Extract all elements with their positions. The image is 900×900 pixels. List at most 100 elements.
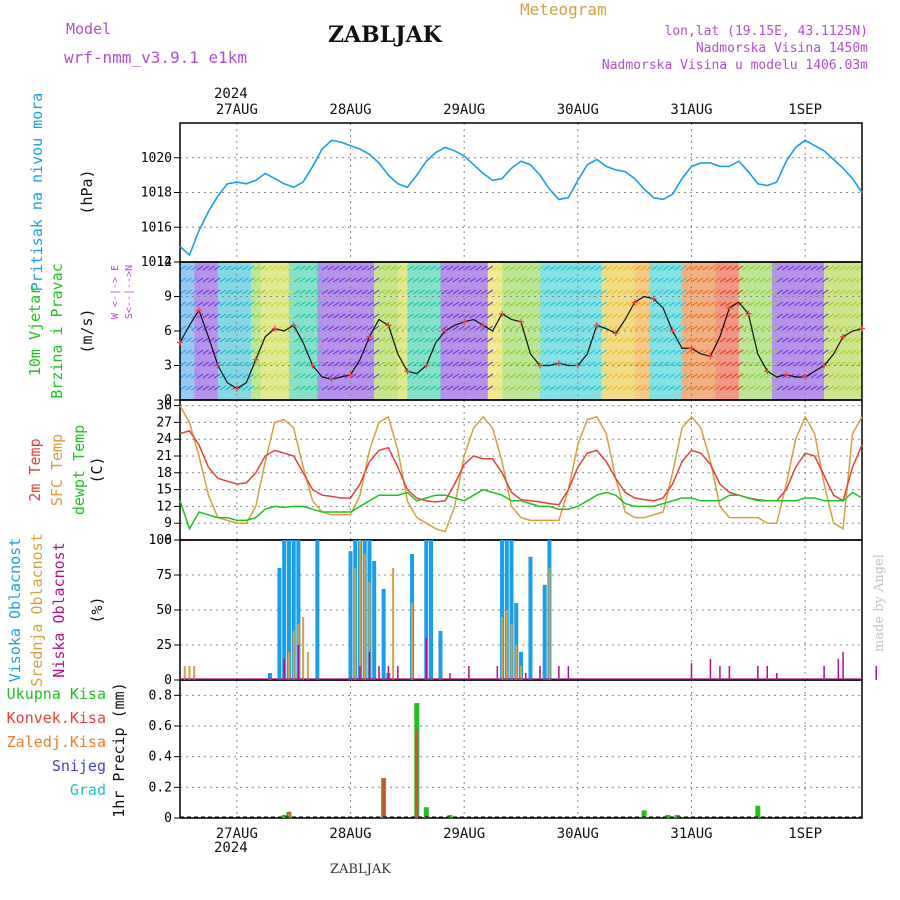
cloud-bar-1: [548, 568, 551, 680]
wind-arrow: [355, 373, 363, 379]
wind-arrow: [384, 277, 391, 283]
wind-arrow: [651, 361, 659, 367]
wind-arrow: [748, 361, 755, 367]
wind-arrow: [310, 325, 318, 331]
temperature-ytick-label: 27: [156, 415, 172, 430]
wind-arrow: [605, 337, 613, 343]
wind-arrow: [696, 325, 704, 331]
cloud-bar-1: [501, 617, 504, 680]
wind-arrow: [247, 373, 255, 379]
wind-arrow: [395, 313, 403, 319]
wind-arrow: [833, 277, 840, 283]
wind-arrow: [850, 313, 857, 319]
wind-arrow: [293, 313, 300, 319]
wind-arrow: [361, 289, 369, 295]
wind-arrow: [657, 265, 664, 271]
wind-arrow: [537, 385, 545, 391]
wind-arrow: [810, 349, 818, 355]
wind-arrow: [429, 289, 437, 295]
wind-arrow: [759, 277, 767, 283]
wind-arrow: [372, 361, 380, 367]
wind-arrow: [748, 301, 755, 307]
wind-arrow: [668, 349, 676, 355]
wind-arrow: [492, 289, 499, 295]
wind-arrow: [787, 313, 795, 319]
wind-arrow: [378, 373, 386, 379]
wind-arrow: [418, 361, 426, 367]
cloud-bar-0: [381, 589, 386, 680]
wind-arrow: [634, 361, 641, 367]
cloud-bar-2: [709, 659, 712, 680]
wind-arrow: [372, 325, 380, 331]
wind-arrow: [685, 265, 693, 271]
wind-arrow: [225, 277, 232, 283]
wind-arrow: [640, 361, 647, 367]
wind-arrow: [782, 289, 789, 295]
wind-arrow: [395, 301, 403, 307]
wind-arrow: [407, 349, 414, 355]
wind-arrow: [571, 349, 579, 355]
wind-arrow: [793, 361, 801, 367]
wind-arrow: [486, 325, 494, 331]
wind-arrow: [497, 301, 505, 307]
wind-arrow: [827, 385, 835, 391]
wind-arrow: [333, 337, 340, 343]
wind-arrow: [833, 325, 840, 331]
wind-arrow: [554, 289, 562, 295]
wind-arrow: [486, 385, 494, 391]
wind-arrow: [833, 385, 840, 391]
wind-arrow: [259, 325, 266, 331]
wind-arrow: [674, 277, 681, 283]
x-tick-label-top: 29AUG: [443, 102, 485, 118]
wind-ylabel-2: Brzina i Pravac: [48, 263, 66, 398]
cloud-bar-1: [188, 666, 191, 680]
wind-arrow: [497, 265, 505, 271]
wind-speed-mark: [783, 371, 790, 378]
wind-arrow: [452, 301, 460, 307]
wind-arrow: [213, 325, 221, 331]
wind-arrow: [378, 349, 386, 355]
wind-arrow: [549, 313, 556, 319]
wind-arrow: [458, 385, 465, 391]
wind-arrow: [833, 313, 840, 319]
wind-arrow: [753, 277, 761, 283]
wind-arrow: [662, 373, 670, 379]
wind-speed-mark: [290, 322, 297, 329]
wind-arrow: [679, 265, 687, 271]
wind-arrow: [526, 265, 534, 271]
wind-arrow: [588, 385, 596, 391]
wind-arrow: [299, 289, 306, 295]
wind-arrow: [418, 277, 426, 283]
wind-arrow: [571, 385, 579, 391]
wind-arrow: [776, 361, 784, 367]
wind-arrow: [799, 349, 806, 355]
precip-bar-0: [641, 810, 647, 818]
wind-arrow: [179, 385, 187, 391]
wind-arrow: [725, 349, 732, 355]
wind-arrow: [225, 289, 232, 295]
wind-arrow: [276, 301, 283, 307]
wind-arrow: [327, 277, 335, 283]
wind-band-9: [407, 262, 441, 400]
wind-arrow: [418, 313, 426, 319]
wind-arrow: [617, 289, 624, 295]
wind-arrow: [554, 373, 562, 379]
wind-arrow: [355, 349, 363, 355]
cloud-bar-2: [837, 659, 840, 680]
wind-arrow: [810, 385, 818, 391]
wind-arrow: [526, 325, 534, 331]
wind-arrow: [469, 361, 477, 367]
wind-arrow: [827, 301, 835, 307]
wind-arrow: [242, 373, 249, 379]
wind-arrow: [384, 289, 391, 295]
wind-arrow: [225, 361, 232, 367]
wind-arrow: [441, 313, 448, 319]
wind-arrow: [696, 385, 704, 391]
wind-arrow: [674, 325, 681, 331]
x-tick-label-bottom: 27AUG: [216, 826, 258, 842]
wind-arrow: [611, 325, 619, 331]
wind-arrow: [679, 289, 687, 295]
wind-arrow: [549, 325, 556, 331]
wind-arrow: [446, 289, 454, 295]
wind-arrow: [713, 373, 721, 379]
